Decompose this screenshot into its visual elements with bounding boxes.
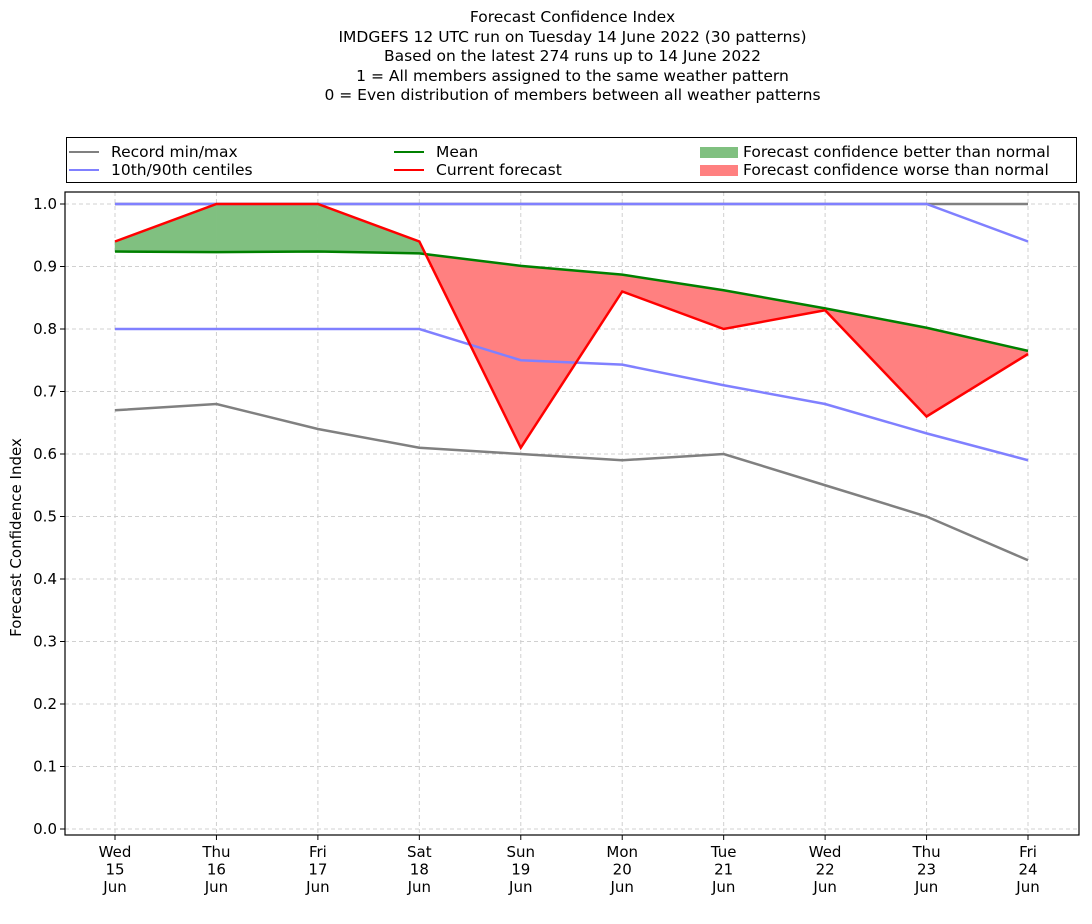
legend-item-current: Current forecast	[394, 161, 562, 179]
x-tick-label: Jun	[102, 878, 126, 896]
y-axis: 0.0 0.1 0.2 0.3 0.4 0.5 0.6 0.7 0.8 0.9 1.0	[33, 195, 65, 838]
legend-item-record: Record min/max	[69, 143, 238, 161]
y-tick-label: 0.7	[33, 383, 57, 401]
x-tick-label: Jun	[305, 878, 329, 896]
y-axis-label: Forecast Confidence Index	[7, 438, 25, 637]
x-tick-label: Jun	[610, 878, 634, 896]
fill-better-than-normal	[317, 203, 420, 254]
x-tick-label: 23	[917, 861, 936, 879]
x-tick-label: Jun	[204, 878, 228, 896]
x-tick-label: Jun	[914, 878, 938, 896]
x-tick-label: Jun	[812, 878, 836, 896]
series-line-10th-centile	[115, 327, 1029, 462]
x-tick-label: 22	[816, 861, 835, 879]
chart-title: Forecast Confidence Index IMDGEFS 12 UTC…	[0, 8, 1092, 106]
y-tick-label: 0.2	[33, 695, 57, 713]
x-tick-label: 21	[714, 861, 733, 879]
x-tick-label: Fri	[309, 843, 327, 861]
series-line-mean	[114, 250, 1029, 353]
x-tick-label: 15	[105, 861, 124, 879]
x-tick-label: 19	[511, 861, 530, 879]
legend-swatch-current	[394, 169, 424, 171]
y-tick-label: 1.0	[33, 195, 57, 213]
x-tick-label: Jun	[407, 878, 431, 896]
fill-worse-than-normal	[520, 265, 623, 449]
x-tick-label: 16	[207, 861, 226, 879]
legend-label-mean: Mean	[436, 143, 479, 161]
x-tick-label: Jun	[1015, 878, 1039, 896]
x-axis: Wed15JunThu16JunFri17JunSat18JunSun19Jun…	[99, 835, 1040, 896]
x-tick-label: Jun	[508, 878, 532, 896]
legend-item-worse: Forecast confidence worse than normal	[700, 161, 1049, 179]
x-tick-label: Thu	[911, 843, 940, 861]
confidence-fills	[114, 203, 1029, 449]
x-tick-label: 20	[613, 861, 632, 879]
fill-worse-than-normal	[926, 327, 1029, 417]
plot-frame	[64, 191, 1080, 836]
x-tick-label: Thu	[201, 843, 230, 861]
x-tick-label: 24	[1018, 861, 1037, 879]
series-lines	[114, 202, 1029, 562]
legend-swatch-record	[69, 151, 99, 153]
legend-label-centiles: 10th/90th centiles	[111, 161, 253, 179]
y-tick-label: 0.9	[33, 258, 57, 276]
legend-label-record: Record min/max	[111, 143, 238, 161]
y-tick-label: 0.3	[33, 633, 57, 651]
title-line-1: Forecast Confidence Index	[469, 8, 676, 26]
legend-label-better: Forecast confidence better than normal	[743, 143, 1051, 161]
x-tick-label: 18	[410, 861, 429, 879]
title-line-2: IMDGEFS 12 UTC run on Tuesday 14 June 20…	[338, 27, 807, 46]
x-tick-label: Wed	[99, 843, 132, 861]
y-tick-label: 0.5	[33, 508, 57, 526]
x-tick-label: Jun	[711, 878, 735, 896]
y-tick-label: 0.4	[33, 570, 57, 588]
fill-better-than-normal	[216, 203, 319, 253]
legend-swatch-worse	[700, 164, 738, 176]
legend-item-better: Forecast confidence better than normal	[700, 143, 1050, 161]
x-tick-label: 17	[308, 861, 327, 879]
y-tick-label: 0.8	[33, 320, 57, 338]
x-tick-label: Fri	[1019, 843, 1037, 861]
legend-swatch-centiles	[69, 169, 99, 171]
legend-swatch-mean	[394, 151, 424, 153]
legend-swatch-better	[700, 146, 738, 158]
legend-item-mean: Mean	[394, 143, 478, 161]
title-line-5: 0 = Even distribution of members between…	[324, 86, 821, 104]
y-tick-label: 0.6	[33, 445, 57, 463]
fill-better-than-normal	[114, 203, 217, 253]
legend-label-current: Current forecast	[436, 161, 562, 179]
x-tick-label: Sun	[507, 843, 536, 861]
title-line-3: Based on the latest 274 runs up to 14 Ju…	[384, 47, 761, 65]
chart-legend: Record min/max 10th/90th centiles Mean C…	[66, 137, 1077, 183]
fill-worse-than-normal	[723, 289, 826, 330]
x-tick-label: Mon	[606, 843, 638, 861]
y-tick-label: 0.1	[33, 758, 57, 776]
y-tick-label: 0.0	[33, 820, 57, 838]
series-line-current-forecast	[114, 202, 1029, 451]
title-line-4: 1 = All members assigned to the same wea…	[356, 66, 789, 85]
legend-label-worse: Forecast confidence worse than normal	[743, 161, 1049, 179]
series-line-record-min	[114, 402, 1029, 562]
x-tick-label: Tue	[710, 843, 737, 861]
x-tick-label: Wed	[809, 843, 842, 861]
x-tick-label: Sat	[407, 843, 432, 861]
legend-item-centiles: 10th/90th centiles	[69, 161, 253, 179]
